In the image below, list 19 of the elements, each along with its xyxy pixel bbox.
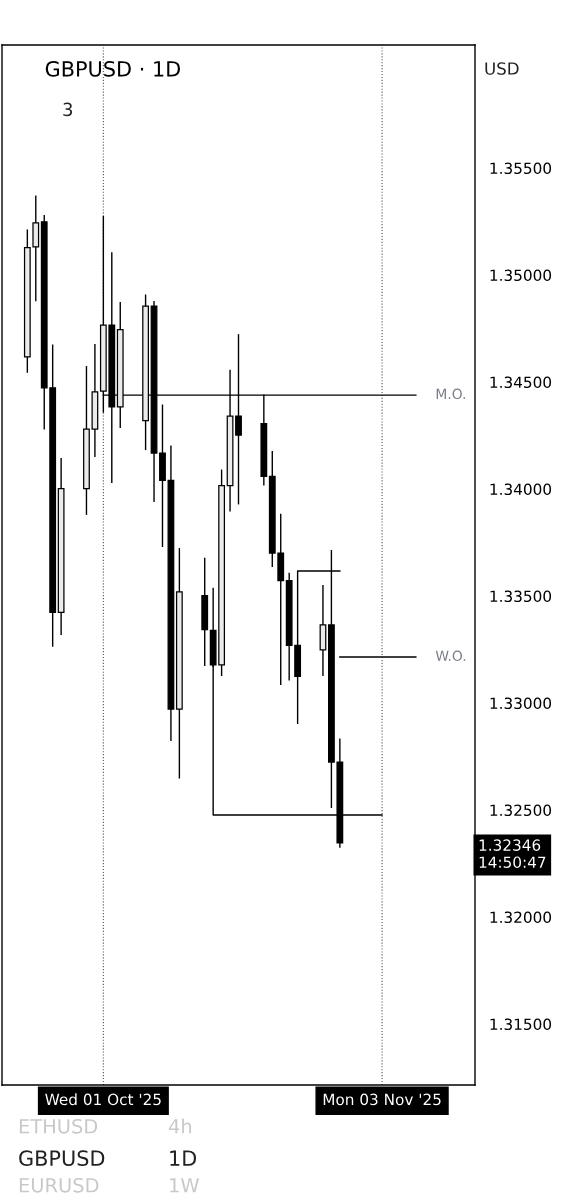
y-tick-label: 1.35000	[490, 269, 552, 282]
y-tick-label: 1.35500	[490, 162, 552, 175]
y-tick-label: 1.31500	[490, 1018, 552, 1031]
annotation: 3	[63, 102, 73, 117]
y-tick-label: 1.33000	[490, 697, 552, 710]
series-label: M.O.	[436, 388, 466, 400]
text: GBPUSD · 1D	[45, 60, 181, 77]
y-tick-label: 1.34500	[490, 376, 552, 389]
y-tick-label: 1.34000	[490, 483, 552, 496]
x-tick-label: Wed 01 Oct '25	[45, 1093, 161, 1106]
text: 1D	[170, 1150, 197, 1166]
text: USD	[485, 62, 519, 75]
y-tick-label: 1.33500	[490, 590, 552, 603]
y-tick-label: 1.32000	[490, 911, 552, 924]
series-label: W.O.	[435, 650, 466, 662]
text: GBPUSD	[19, 1150, 105, 1167]
text: 1.32346 14:50:47	[479, 839, 546, 868]
x-tick-label: Mon 03 Nov '25	[323, 1093, 441, 1106]
y-tick-label: 1.32500	[490, 804, 552, 817]
